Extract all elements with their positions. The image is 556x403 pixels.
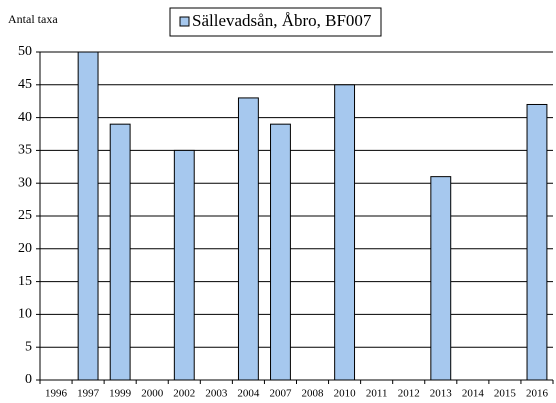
bar: [173, 149, 195, 381]
x-tick-label: 2011: [366, 388, 388, 400]
x-tick-label: 2010: [334, 388, 357, 400]
x-tick-label: 2016: [526, 388, 549, 400]
y-tick-label: 0: [25, 372, 32, 387]
bar: [270, 123, 291, 381]
y-tick-label: 20: [18, 241, 32, 256]
x-tick-label: 1997: [77, 388, 100, 400]
y-tick-label: 25: [18, 208, 32, 223]
legend-box: [169, 7, 382, 37]
x-tick-label: 1999: [109, 388, 132, 400]
x-tick-label: 2008: [302, 388, 325, 400]
bar: [430, 176, 452, 381]
bar: [526, 103, 548, 381]
y-tick-label: 40: [18, 110, 32, 125]
x-tick-label: 2014: [462, 388, 485, 400]
y-tick-label: 30: [18, 175, 32, 190]
bar: [77, 51, 99, 381]
x-tick-label: 2004: [237, 388, 260, 400]
legend-swatch: [179, 16, 190, 27]
bar: [237, 97, 259, 381]
y-axis-label: Antal taxa: [8, 12, 58, 26]
y-tick-label: 50: [18, 44, 32, 59]
y-tick-label: 45: [18, 77, 32, 92]
x-tick-label: 2007: [269, 388, 292, 400]
x-tick-label: 1996: [45, 388, 68, 400]
x-tick-label: 2002: [173, 388, 195, 400]
y-tick-label: 35: [18, 143, 32, 158]
x-tick-label: 2003: [205, 388, 228, 400]
x-tick-label: 2015: [494, 388, 517, 400]
y-tick-label: 10: [18, 307, 32, 322]
x-tick-label: 2012: [398, 388, 420, 400]
x-tick-label: 2013: [430, 388, 453, 400]
y-tick-label: 15: [18, 274, 32, 289]
y-tick-label: 5: [25, 339, 32, 354]
x-tick-label: 2000: [141, 388, 164, 400]
bar: [334, 84, 356, 381]
legend-label: Sällevadsån, Åbro, BF007: [192, 11, 372, 30]
bar: [109, 123, 131, 381]
